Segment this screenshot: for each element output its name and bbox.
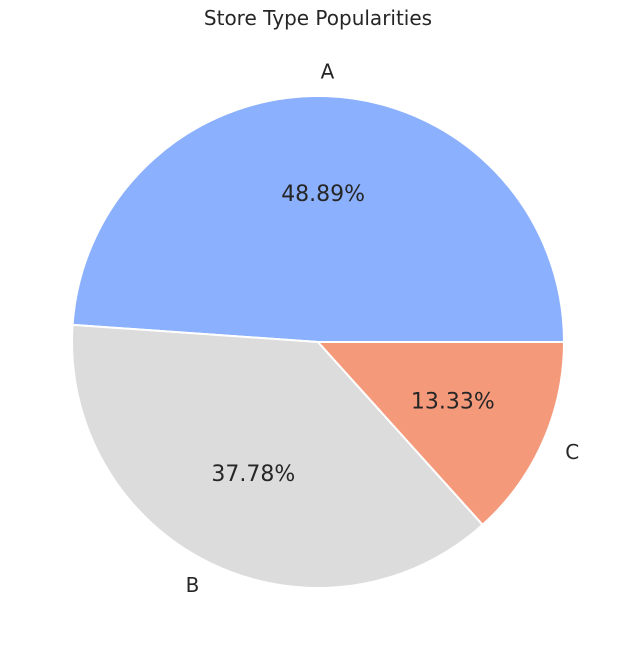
pie-slice-b xyxy=(71,323,484,589)
chart-title: Store Type Popularities xyxy=(204,6,432,30)
pie-slice-a xyxy=(71,95,565,343)
slice-percent-b: 37.78% xyxy=(211,462,295,487)
slice-percent-c: 13.33% xyxy=(411,390,495,415)
slice-label-b: B xyxy=(186,573,200,597)
pie-slice-c xyxy=(317,341,565,526)
slice-percent-a: 48.89% xyxy=(281,182,365,207)
slice-label-a: A xyxy=(321,60,335,84)
slice-label-c: C xyxy=(565,440,579,464)
